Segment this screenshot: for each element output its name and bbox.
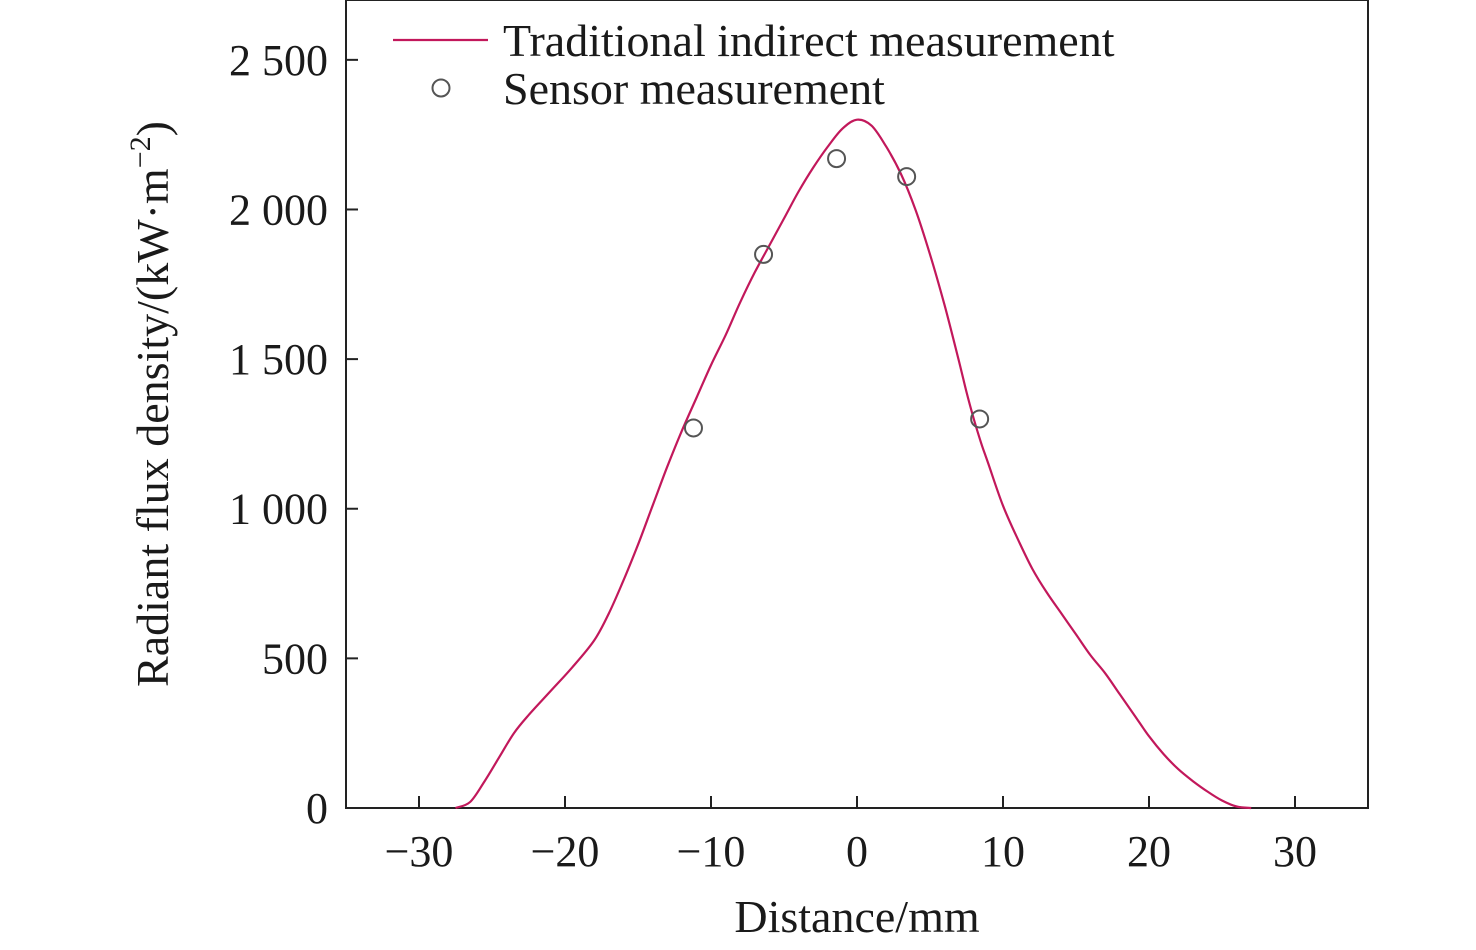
y-axis-label: Radiant flux density/(kW·m−2): [124, 121, 178, 687]
y-axis-label-close: ): [127, 121, 178, 136]
x-tick-label: −10: [677, 827, 746, 876]
x-tick-label: 10: [981, 827, 1025, 876]
y-axis-label-main: Radiant flux density/(kW·m: [127, 168, 178, 687]
plot-frame: [345, 0, 1369, 809]
sensor-point: [754, 244, 774, 264]
x-tick-label: −20: [531, 827, 600, 876]
sensor-point: [970, 409, 990, 429]
series-points-sensor-measurement: [683, 149, 990, 438]
sensor-point: [897, 167, 917, 187]
legend-label-points: Sensor measurement: [503, 63, 885, 114]
x-axis-ticks: −30 −20 −10 0 10 20 30: [385, 796, 1317, 876]
x-tick-label: −30: [385, 827, 454, 876]
y-tick-label: 1 500: [229, 335, 328, 384]
y-axis-label-superscript: −2: [124, 136, 157, 168]
y-tick-label: 1 000: [229, 485, 328, 534]
x-tick-label: 0: [846, 827, 868, 876]
y-tick-label: 2 500: [229, 36, 328, 85]
legend: Traditional indirect measurement Sensor …: [393, 15, 1115, 114]
x-tick-label: 30: [1273, 827, 1317, 876]
legend-label-line: Traditional indirect measurement: [503, 15, 1115, 66]
x-tick-label: 20: [1127, 827, 1171, 876]
y-axis-ticks: 0 500 1 000 1 500 2 000 2 500: [229, 36, 358, 833]
legend-marker-swatch: [431, 78, 451, 98]
sensor-point: [683, 418, 703, 438]
sensor-point: [827, 149, 847, 169]
y-tick-label: 2 000: [229, 185, 328, 234]
series-line-traditional-indirect-measurement: [455, 118, 1252, 810]
x-axis-label: Distance/mm: [734, 891, 979, 942]
y-tick-label: 500: [262, 634, 328, 683]
y-tick-label: 0: [306, 784, 328, 833]
